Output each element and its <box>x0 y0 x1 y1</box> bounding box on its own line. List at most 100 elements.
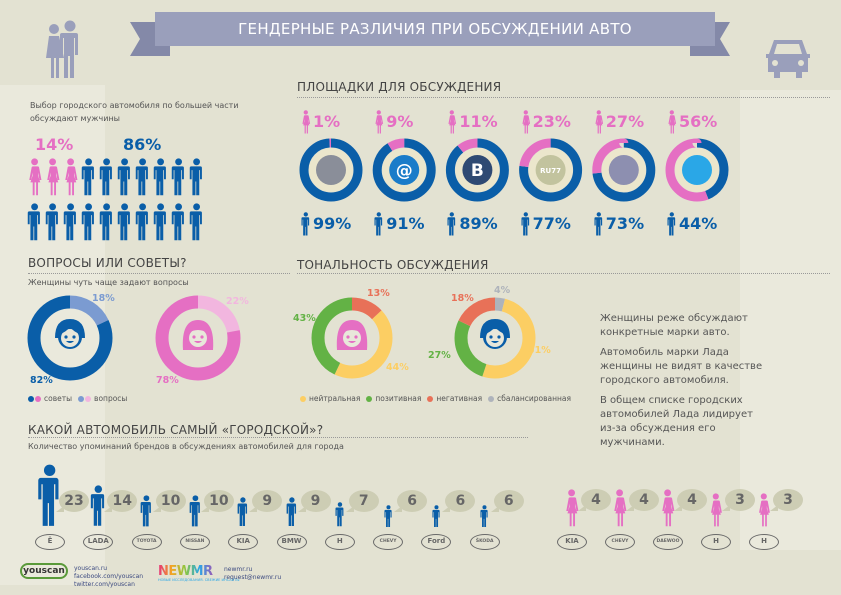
mention-count-bubble: 7 <box>345 490 379 512</box>
legend-advice: советы <box>28 394 72 403</box>
male-positive-label: 27% <box>428 350 451 361</box>
notes-column: Женщины реже обсуждают конкретные марки … <box>600 312 770 450</box>
brand-logo-honda: H <box>324 534 355 550</box>
newmr-email-link[interactable]: request@newmr.ru <box>224 574 282 581</box>
ru77-icon[interactable]: RU77 <box>528 148 573 192</box>
platforms-heading: ПЛОЩАДКИ ДЛЯ ОБСУЖДЕНИЯ <box>297 80 502 94</box>
vkontakte-icon[interactable]: B <box>455 148 500 192</box>
female-neutral-label: 44% <box>386 362 409 373</box>
platform-female-pct: 11% <box>459 112 498 131</box>
tonality-donuts <box>311 297 536 379</box>
mention-count-bubble: 10 <box>200 490 234 512</box>
male-face-icon <box>55 319 85 349</box>
questions-legend: советы вопросы <box>28 394 127 403</box>
mention-count-bubble: 3 <box>722 489 755 511</box>
mention-count-bubble: 4 <box>626 489 659 511</box>
platform-female-pct: 9% <box>386 112 414 131</box>
mention-count-bubble: 9 <box>297 490 331 512</box>
mention-count-bubble: 4 <box>578 489 611 511</box>
legend-neutral: нейтральная <box>300 394 360 403</box>
svg-text:B: B <box>471 161 484 181</box>
male-icon <box>27 203 40 241</box>
female-icon <box>448 110 457 134</box>
male-icon <box>117 203 130 241</box>
newmr-site-link[interactable]: newmr.ru <box>224 566 253 573</box>
platform-male-pct: 91% <box>386 214 425 233</box>
female-icon <box>47 158 60 196</box>
mention-count-bubble: 6 <box>394 490 428 512</box>
brand-logo-chevrolet: CHEVY <box>605 534 635 550</box>
youscan-twitter-link[interactable]: twitter.com/youscan <box>74 581 135 588</box>
male-icon <box>135 158 148 196</box>
brand-logo-kia: KIA <box>557 534 587 550</box>
male-brand-figure <box>335 502 344 527</box>
female-questions-segment-advice <box>155 295 241 381</box>
legend-questions: вопросы <box>78 394 127 403</box>
newmr-tagline: НОВЫЕ ИССЛЕДОВАНИЯ. СВЕЖИЕ ИНСАЙТЫ <box>158 578 240 582</box>
male-brand-figure <box>237 497 248 527</box>
male-brand-figure <box>286 497 296 527</box>
mention-count-bubble: 3 <box>770 489 803 511</box>
female-icon <box>29 158 42 196</box>
youscan-links: youscan.ru facebook.com/youscan twitter.… <box>74 565 143 589</box>
youscan-site-link[interactable]: youscan.ru <box>74 565 108 572</box>
newmr-logo[interactable]: NEWMR <box>158 564 213 579</box>
note-1: Женщины реже обсуждают конкретные марки … <box>600 313 748 338</box>
male-questions-segment-advice <box>27 295 113 381</box>
legend-balanced: сбалансированная <box>488 394 571 403</box>
intro-text: Выбор городского автомобиля по большей ч… <box>30 101 239 123</box>
mention-count-bubble: 9 <box>249 490 283 512</box>
platform-male-pct: 89% <box>459 214 498 233</box>
female-icon <box>65 158 78 196</box>
brand-logo-chevrolet: CHEVY <box>373 534 404 550</box>
female-share: 14% <box>35 135 74 154</box>
male-icon <box>45 203 58 241</box>
male-tonality-segment-neutral <box>454 297 536 379</box>
car-forum-icon[interactable] <box>309 148 353 192</box>
female-questions-label: 22% <box>226 296 249 307</box>
brand-logo-ford: Ford <box>421 534 452 550</box>
platform-3-segment-female <box>519 138 583 202</box>
divider <box>28 437 528 438</box>
platform-0-segment-female <box>299 138 363 202</box>
male-tonality-segment-negative <box>454 297 536 379</box>
questions-subtitle: Женщины чуть чаще задают вопросы <box>28 278 189 287</box>
youscan-logo[interactable]: youscan <box>20 563 68 579</box>
legend-negative: негативная <box>427 394 482 403</box>
twitter-icon[interactable] <box>675 148 719 192</box>
mention-count-bubble: 4 <box>674 489 707 511</box>
tonality-heading: ТОНАЛЬНОСТЬ ОБСУЖДЕНИЯ <box>297 258 489 272</box>
male-brand-figure <box>384 504 392 527</box>
brand-logo-toyota: TOYOTA <box>131 534 162 550</box>
male-questions-label: 18% <box>92 293 115 304</box>
male-brand-figure <box>480 504 488 527</box>
brand-logo-lada: LADA <box>83 534 114 550</box>
svg-text:@: @ <box>396 161 413 181</box>
male-brand-figure <box>140 495 152 527</box>
male-face-icon <box>480 319 510 349</box>
male-icon <box>135 203 148 241</box>
youscan-facebook-link[interactable]: facebook.com/youscan <box>74 573 144 580</box>
male-icon <box>117 158 130 196</box>
tonality-legend: нейтральная позитивная негативная сбалан… <box>300 394 590 403</box>
mention-count-bubble: 6 <box>490 490 524 512</box>
divider <box>297 97 830 98</box>
legend-positive: позитивная <box>366 394 421 403</box>
male-icon <box>301 212 310 236</box>
male-icon <box>171 203 184 241</box>
female-icon <box>375 110 384 134</box>
male-neutral-label: 51% <box>528 345 551 356</box>
page-title: ГЕНДЕРНЫЕ РАЗЛИЧИЯ ПРИ ОБСУЖДЕНИИ АВТО <box>155 12 715 46</box>
livejournal-icon[interactable] <box>601 148 646 192</box>
male-icon <box>594 212 602 236</box>
mention-count-bubble: 10 <box>152 490 186 512</box>
male-tonality-segment-positive <box>454 297 536 379</box>
svg-text:RU77: RU77 <box>540 167 561 175</box>
male-negative-label: 18% <box>451 293 474 304</box>
male-icon <box>153 158 166 196</box>
male-advice-label: 82% <box>30 375 53 386</box>
male-icon <box>171 158 184 196</box>
male-icon <box>63 203 76 241</box>
male-icon <box>153 203 166 241</box>
mail-at-icon[interactable]: @ <box>382 148 427 192</box>
